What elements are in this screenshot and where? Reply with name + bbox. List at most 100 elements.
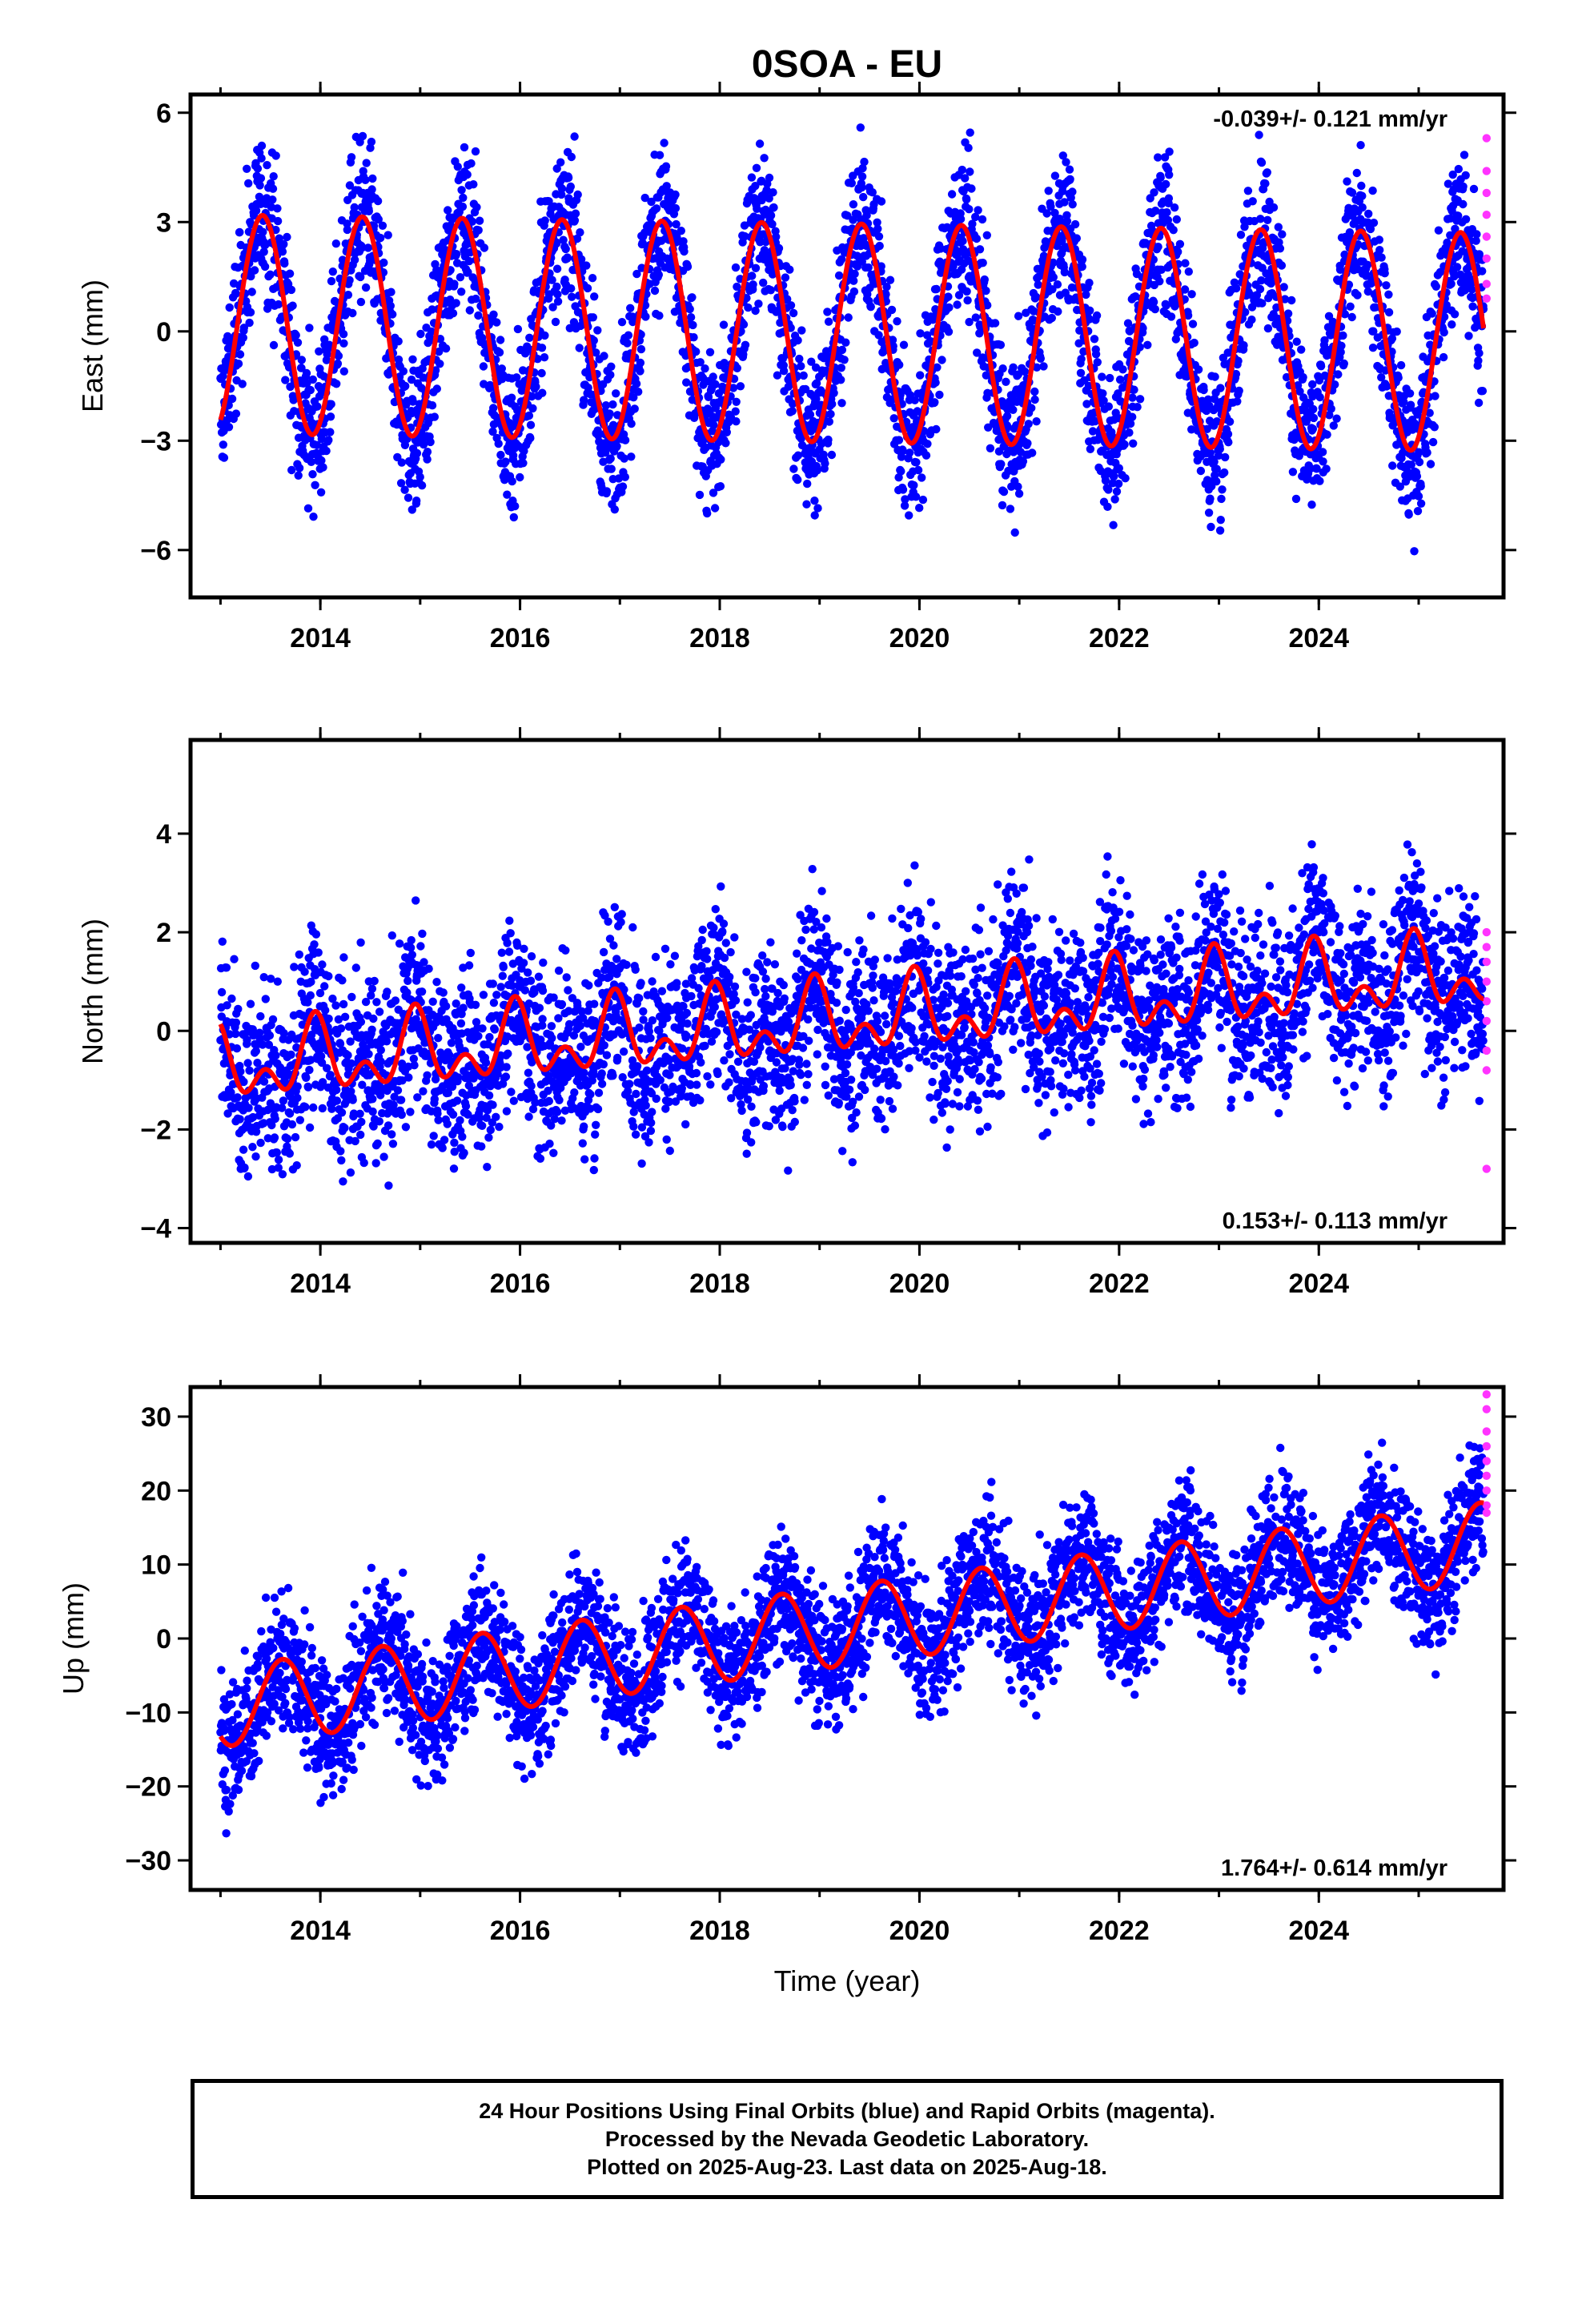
data-point	[978, 259, 987, 267]
data-point	[1082, 400, 1091, 408]
data-point	[1232, 283, 1241, 293]
data-point	[1407, 460, 1416, 469]
data-point	[623, 339, 632, 348]
x-tick-label: 2024	[1288, 623, 1349, 653]
data-point	[626, 304, 635, 312]
data-point	[789, 308, 798, 318]
data-point	[688, 293, 697, 302]
data-point	[340, 1124, 349, 1132]
data-point	[1315, 476, 1324, 485]
data-point	[301, 1103, 310, 1112]
data-point	[358, 1080, 367, 1089]
data-point	[1106, 373, 1114, 383]
data-point	[324, 971, 333, 981]
data-point	[1014, 482, 1022, 491]
data-point	[552, 239, 561, 248]
data-point	[1340, 310, 1350, 319]
data-point	[468, 217, 477, 226]
data-point	[347, 992, 356, 1002]
data-point	[915, 504, 924, 513]
data-point	[1062, 217, 1072, 226]
data-point	[1085, 279, 1094, 287]
data-point	[271, 1051, 280, 1060]
data-point	[469, 180, 478, 189]
data-point	[722, 428, 731, 436]
data-point	[393, 1086, 403, 1095]
data-point	[877, 262, 885, 271]
data-point	[887, 305, 897, 315]
data-point	[1163, 215, 1173, 225]
data-point	[503, 490, 512, 499]
data-point	[248, 1025, 257, 1034]
data-point	[540, 216, 549, 225]
data-point	[401, 381, 410, 391]
plot-frame	[188, 92, 1506, 600]
data-point	[568, 292, 576, 301]
data-point	[859, 192, 868, 202]
data-point	[1369, 219, 1379, 227]
data-point	[359, 1158, 368, 1168]
data-point	[334, 352, 343, 360]
data-point	[225, 1030, 234, 1039]
data-point	[1236, 231, 1246, 239]
data-point	[1413, 507, 1423, 516]
data-point	[997, 460, 1006, 468]
data-point	[459, 193, 468, 203]
data-point	[620, 454, 628, 463]
data-point	[313, 402, 322, 411]
data-point	[245, 318, 254, 328]
data-point	[797, 362, 805, 371]
data-point	[1188, 320, 1198, 328]
data-point	[231, 289, 240, 298]
data-point	[565, 324, 574, 332]
data-point	[650, 286, 660, 296]
y-tick-label: 6	[156, 99, 171, 129]
data-point	[999, 487, 1009, 497]
data-point	[1175, 239, 1185, 248]
data-point	[453, 163, 462, 171]
data-point	[370, 976, 379, 986]
data-point	[947, 190, 957, 199]
data-point	[257, 154, 266, 163]
data-point	[355, 1109, 364, 1119]
data-point	[246, 308, 255, 317]
data-point	[949, 262, 958, 271]
x-tick-label: 2016	[490, 623, 551, 653]
data-point	[489, 310, 498, 319]
data-point	[1024, 420, 1033, 428]
data-point	[983, 301, 992, 310]
data-point	[1162, 208, 1171, 217]
data-point	[456, 273, 465, 282]
data-point	[533, 355, 542, 364]
data-point	[1443, 179, 1453, 188]
data-point	[403, 988, 412, 997]
x-tick-label: 2020	[889, 623, 950, 653]
data-point	[356, 1017, 366, 1027]
data-point	[346, 1037, 355, 1046]
data-point	[1183, 311, 1193, 320]
data-point	[601, 401, 611, 410]
data-point	[594, 431, 603, 440]
data-point	[309, 1103, 318, 1112]
data-point	[760, 154, 769, 163]
data-point	[563, 253, 572, 262]
data-point	[1121, 474, 1130, 483]
data-point	[721, 439, 730, 448]
data-point	[661, 162, 671, 171]
data-point	[1297, 345, 1306, 354]
data-point	[349, 1109, 359, 1118]
data-point	[327, 1104, 336, 1113]
data-point	[433, 1109, 442, 1118]
data-point	[326, 412, 335, 421]
data-point	[524, 411, 534, 420]
data-point	[1062, 211, 1071, 219]
data-point	[557, 184, 567, 193]
data-point	[899, 340, 909, 349]
data-point	[634, 388, 643, 396]
data-point	[235, 227, 244, 237]
data-point	[246, 999, 255, 1008]
data-point	[1382, 382, 1391, 391]
data-point	[1315, 392, 1324, 402]
data-point	[1450, 310, 1460, 319]
data-point	[387, 287, 396, 296]
